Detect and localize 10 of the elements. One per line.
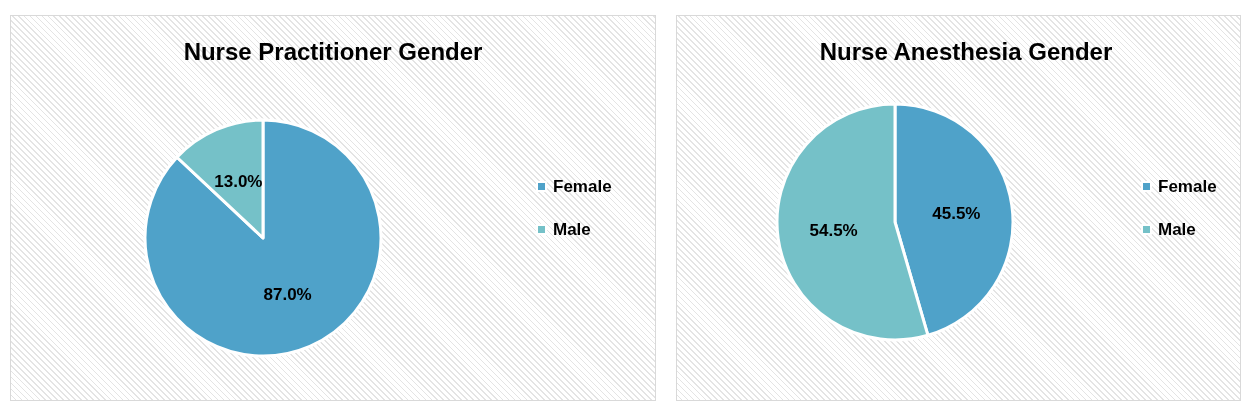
legend-label: Male: [1158, 220, 1196, 239]
legend-label: Female: [1158, 177, 1217, 196]
legend-label: Male: [553, 220, 591, 239]
chart-title: Nurse Anesthesia Gender: [819, 37, 1113, 65]
legend-label: Female: [553, 177, 612, 196]
data-label: 13.0%: [214, 171, 263, 191]
data-label: 54.5%: [809, 221, 858, 241]
data-label: 45.5%: [932, 203, 981, 223]
chart-title: Nurse Practitioner Gender: [183, 37, 483, 65]
data-label: 87.0%: [263, 285, 312, 305]
